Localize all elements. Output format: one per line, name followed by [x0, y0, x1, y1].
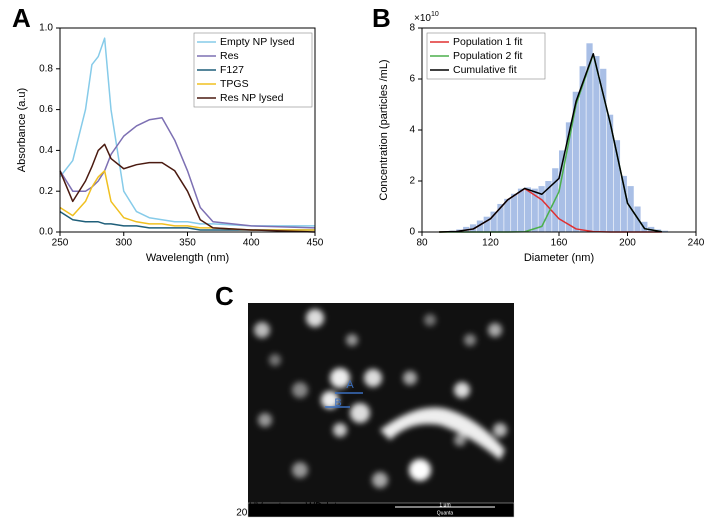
y-tick-label: 0.6: [39, 104, 53, 115]
y-tick-label: 2: [409, 176, 415, 187]
legend-label: Population 2 fit: [453, 50, 523, 62]
x-axis-label: Diameter (nm): [524, 252, 594, 264]
x-tick-label: 300: [115, 238, 132, 249]
histogram-bar: [579, 66, 586, 232]
sem-info-value: 4.0: [265, 508, 279, 519]
legend-label: Res: [220, 50, 239, 62]
panel-label: B: [372, 3, 391, 33]
y-tick-label: 1.0: [39, 23, 53, 34]
sem-info-value: 11.2 mm: [295, 508, 333, 519]
histogram-bar: [524, 187, 531, 232]
y-tick-label: 4: [409, 125, 415, 136]
data-line: [59, 37, 315, 227]
sem-info-value: 120 000 x: [270, 508, 314, 519]
sem-info-header: mag: [282, 502, 301, 513]
data-line: [59, 143, 316, 233]
y-axis-label: Absorbance (a.u): [16, 88, 28, 172]
legend-label: Cumulative fit: [453, 64, 517, 76]
sem-info-header: det: [323, 502, 337, 513]
y-tick-label: 6: [409, 74, 415, 85]
x-tick-label: 400: [243, 238, 260, 249]
panel-label: C: [215, 281, 234, 311]
sem-info-header: spot: [263, 502, 282, 513]
histogram-bar: [517, 188, 525, 232]
legend: Population 1 fit Population 2 fit Cumulati…: [426, 32, 546, 80]
legend-label: Empty NP lysed: [220, 36, 295, 48]
y-tick-label: 0.4: [39, 145, 53, 156]
histogram-bar: [483, 216, 490, 232]
legend-label: Population 1 fit: [453, 36, 523, 48]
data-line: [439, 53, 662, 233]
y-axis-label: Concentration (particles /mL): [378, 59, 390, 200]
data-line: [59, 210, 315, 231]
y-tick-label: 0.2: [39, 186, 53, 197]
plot-area: [59, 37, 316, 233]
x-axis-label: Wavelength (nm): [146, 252, 229, 264]
sem-instrument: Quanta: [437, 510, 454, 516]
legend-label: Res NP lysed: [220, 92, 284, 104]
histogram-bar: [497, 203, 504, 232]
histogram-bar: [559, 150, 566, 232]
histogram-bar: [606, 114, 614, 232]
histogram-bar: [586, 43, 593, 232]
x-tick-label: 80: [416, 238, 428, 249]
histogram-bar: [661, 230, 668, 232]
sem-image: A B 1 μm Quanta: [247, 303, 515, 518]
histogram-bar: [572, 91, 579, 232]
legend-label: F127: [220, 64, 244, 76]
sem-marker: A: [346, 379, 354, 391]
data-line: [59, 117, 316, 229]
sem-info-value: ETD: [320, 508, 340, 519]
histogram-bar: [538, 186, 545, 232]
x-tick-label: 450: [307, 238, 324, 249]
y-tick-label: 0.0: [39, 227, 53, 238]
x-tick-label: 350: [179, 238, 196, 249]
histogram-bar: [504, 198, 511, 232]
histogram-bar: [620, 175, 627, 232]
histogram-bar: [531, 188, 538, 232]
sem-marker: B: [334, 397, 341, 409]
panel-label: A: [12, 3, 31, 33]
x-tick-label: 250: [52, 238, 69, 249]
histogram-bar: [600, 68, 607, 232]
y-tick-label: 0.8: [39, 63, 53, 74]
sem-info-header: WD: [306, 502, 323, 513]
x-tick-label: 120: [482, 238, 499, 249]
legend-label: TPGS: [220, 78, 249, 90]
x-tick-label: 240: [688, 238, 705, 249]
y-tick-label: 0: [409, 227, 415, 238]
data-line: [59, 170, 315, 231]
histogram-bar: [565, 122, 573, 232]
x-tick-label: 160: [551, 238, 568, 249]
sem-scale-label: 1 μm: [439, 502, 450, 508]
histogram-bar: [469, 224, 477, 232]
sem-particles: [254, 309, 507, 488]
histogram-bar: [476, 220, 484, 232]
y-scale-label: ×1010: [414, 11, 439, 24]
y-tick-label: 8: [409, 23, 415, 34]
sem-info-value: 20.00 kV: [236, 508, 276, 519]
legend: Empty NP lysed Res F127 TPGS Res NP lysed: [193, 32, 313, 108]
histogram-bar: [593, 56, 600, 232]
sem-info-header: HV: [249, 502, 263, 513]
histogram-bar: [511, 193, 518, 232]
plot-area: [439, 43, 668, 233]
histogram-bar: [613, 140, 621, 232]
histogram-bar: [490, 211, 497, 232]
x-tick-label: 200: [619, 238, 636, 249]
